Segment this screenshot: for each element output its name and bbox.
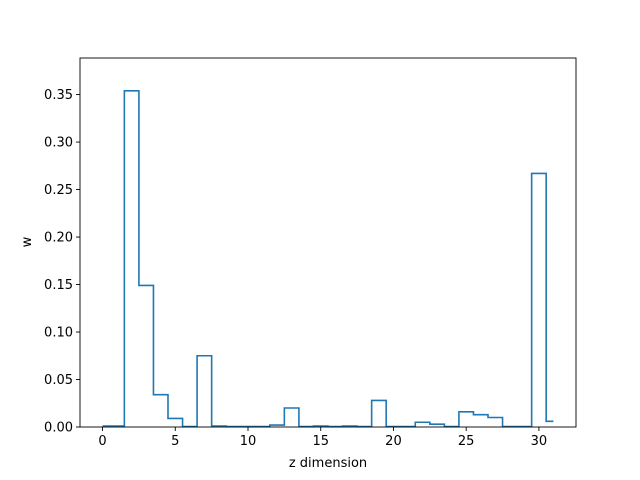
plot-area xyxy=(79,57,577,428)
x-tick-label: 5 xyxy=(171,434,179,449)
x-tick-label: 10 xyxy=(240,434,257,449)
y-tick-label: 0.05 xyxy=(44,373,73,388)
y-axis: 0.00 0.05 0.10 0.15 0.20 0.25 0.30 0.35 xyxy=(44,88,80,436)
y-tick-label: 0.10 xyxy=(44,326,73,341)
y-tick-label: 0.00 xyxy=(44,421,73,436)
y-tick-label: 0.35 xyxy=(44,88,73,103)
y-tick-label: 0.20 xyxy=(44,231,73,246)
x-axis-label: z dimension xyxy=(289,456,367,471)
x-tick-label: 25 xyxy=(458,434,475,449)
x-tick-label: 0 xyxy=(98,434,106,449)
x-tick-label: 30 xyxy=(531,434,548,449)
axes-frame xyxy=(79,57,577,428)
y-axis-label: w xyxy=(20,236,35,247)
y-tick-label: 0.15 xyxy=(44,278,73,293)
x-tick-label: 15 xyxy=(312,434,329,449)
x-axis: 0 5 10 15 20 25 30 xyxy=(98,427,547,449)
y-tick-label: 0.30 xyxy=(44,136,73,151)
y-tick-label: 0.25 xyxy=(44,183,73,198)
step-series-line xyxy=(102,89,554,428)
x-tick-label: 20 xyxy=(385,434,402,449)
